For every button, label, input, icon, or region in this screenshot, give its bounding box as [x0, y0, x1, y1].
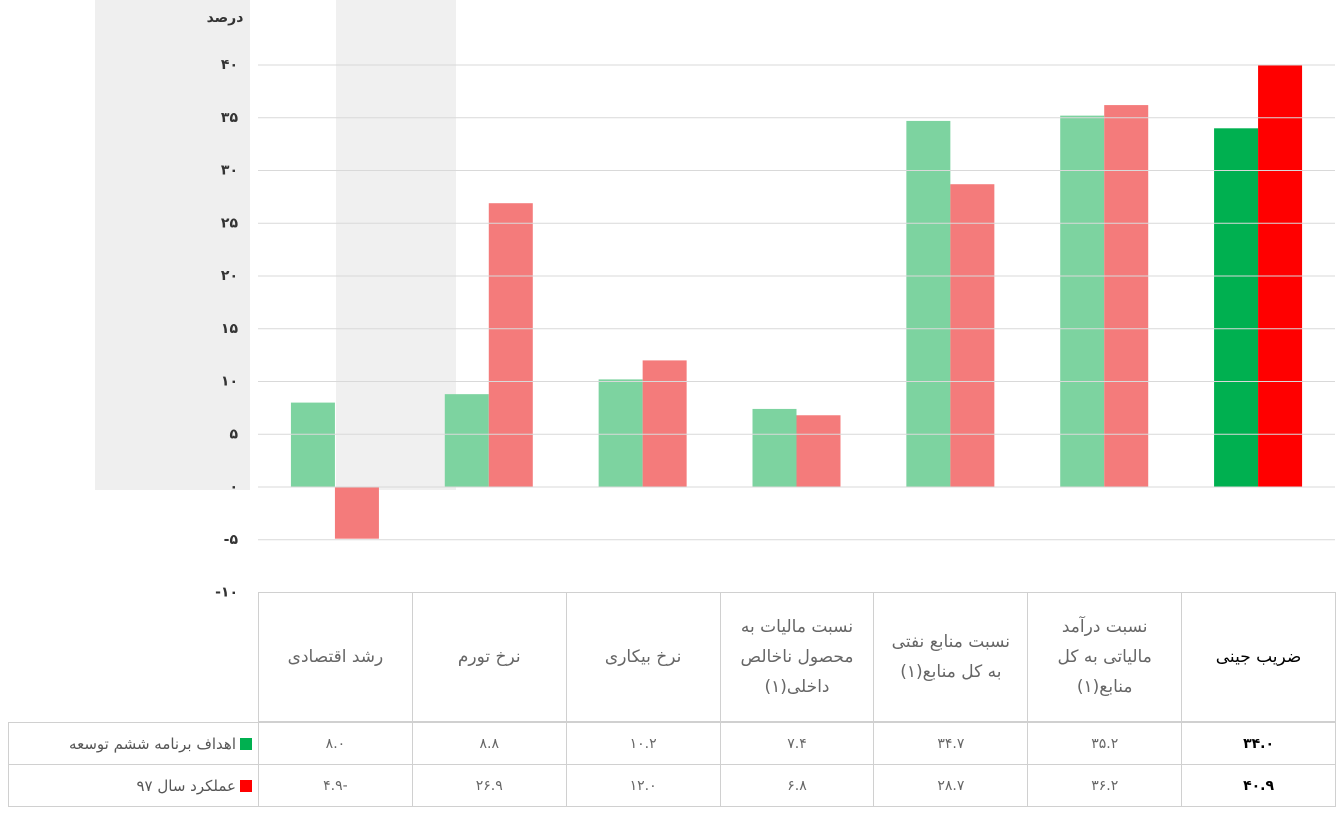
legend-swatch	[240, 737, 252, 750]
y-tick-label: ۲۵	[221, 215, 239, 231]
table-cell: ۶.۸	[719, 764, 875, 807]
table-cell: عملکرد سال ۹۷	[8, 764, 259, 807]
table-cell: ۱۲.۰	[565, 764, 721, 807]
category-label: رشد اقتصادی	[287, 647, 384, 667]
y-tick-label: ۴۰	[221, 57, 238, 73]
table-cell: ۴۰.۹	[1181, 764, 1336, 807]
y-tick-label: ۱۵	[221, 321, 239, 337]
value-label: ۸.۸	[479, 735, 500, 752]
table-cell: نرخ بیکاری	[565, 592, 721, 722]
y-tick-label: ۳۵	[221, 110, 239, 126]
chart: درصد -۱۰ -۵ ۰ ۵ ۱۰ ۱۵ ۲۰ ۲۵ ۳۰ ۳۵ ۴۰	[95, 0, 1335, 601]
watermark	[336, 0, 456, 490]
value-label: ۶.۸	[787, 777, 807, 794]
bar	[950, 184, 995, 487]
bar	[334, 487, 379, 539]
value-label: -۴.۹	[323, 777, 348, 794]
table-cell: ۳۴.۰	[1181, 722, 1336, 765]
bar	[444, 394, 489, 487]
y-tick-label: ۳۰	[221, 163, 238, 179]
category-label: نسبت مالیات به محصول ناخالص داخلی(۱)	[740, 617, 854, 697]
bar	[906, 120, 951, 487]
legend-label: عملکرد سال ۹۷	[136, 776, 236, 795]
table-cell: ۱۰.۲	[565, 722, 721, 765]
table-cell: نسبت مالیات به محصول ناخالص داخلی(۱)	[719, 592, 875, 722]
bar	[598, 379, 643, 487]
table-cell: ۳۴.۷	[873, 722, 1029, 765]
y-tick-label: -۱۰	[215, 585, 238, 601]
bar	[796, 415, 841, 487]
value-label: ۱۰.۲	[629, 735, 657, 752]
value-label: ۷.۴	[787, 735, 807, 752]
table-cell: ۸.۸	[411, 722, 567, 765]
table-cell: ۸.۰	[258, 722, 413, 765]
y-tick-label: ۰	[229, 479, 238, 495]
value-label: ۲۶.۹	[475, 777, 503, 794]
category-label: نرخ تورم	[457, 647, 521, 667]
y-tick-label: ۲۰	[221, 268, 238, 284]
table-cell: ۲۸.۷	[873, 764, 1029, 807]
bar	[488, 203, 533, 487]
table-cell: نسبت درآمد مالیاتی به کل منابع(۱)	[1027, 592, 1183, 722]
bar	[290, 402, 335, 487]
value-label: ۱۲.۰	[629, 777, 657, 794]
category-label: ضریب جینی	[1215, 647, 1302, 667]
value-label: ۳۵.۲	[1091, 735, 1119, 752]
table-cell: اهداف برنامه ششم توسعه	[8, 722, 259, 765]
bar	[1104, 105, 1149, 487]
y-tick-label: -۵	[224, 532, 239, 548]
category-label: نسبت درآمد مالیاتی به کل منابع(۱)	[1057, 617, 1152, 697]
table-cell: ۳۵.۲	[1027, 722, 1183, 765]
legend-swatch	[240, 779, 252, 792]
value-label: ۲۸.۷	[937, 777, 965, 794]
category-label: نسبت منابع نفتی به کل منابع(۱)	[891, 632, 1011, 682]
category-label: نرخ بیکاری	[604, 647, 682, 667]
watermark	[95, 0, 250, 490]
value-label: ۳۶.۲	[1091, 777, 1119, 794]
legend-label: اهداف برنامه ششم توسعه	[69, 734, 236, 753]
bar	[1060, 115, 1105, 487]
y-tick-label: ۱۰	[221, 374, 238, 390]
value-label: ۳۴.۷	[937, 735, 965, 752]
bar	[1258, 65, 1303, 487]
value-label: ۴۰.۹	[1243, 777, 1275, 794]
bar	[752, 408, 797, 487]
y-tick-label: ۵	[229, 426, 238, 442]
table-cell: نرخ تورم	[411, 592, 567, 722]
table-cell: -۴.۹	[258, 764, 413, 807]
value-label: ۳۴.۰	[1243, 735, 1275, 752]
table-cell: ضریب جینی	[1181, 592, 1336, 722]
table-cell: ۲۶.۹	[411, 764, 567, 807]
bar	[1214, 128, 1259, 488]
table-cell: نسبت منابع نفتی به کل منابع(۱)	[873, 592, 1029, 722]
y-axis-label: درصد	[207, 10, 244, 26]
table-cell: رشد اقتصادی	[258, 592, 413, 722]
table-cell: ۳۶.۲	[1027, 764, 1183, 807]
value-label: ۸.۰	[325, 735, 346, 752]
table-cell: ۷.۴	[719, 722, 875, 765]
bar	[642, 360, 687, 487]
